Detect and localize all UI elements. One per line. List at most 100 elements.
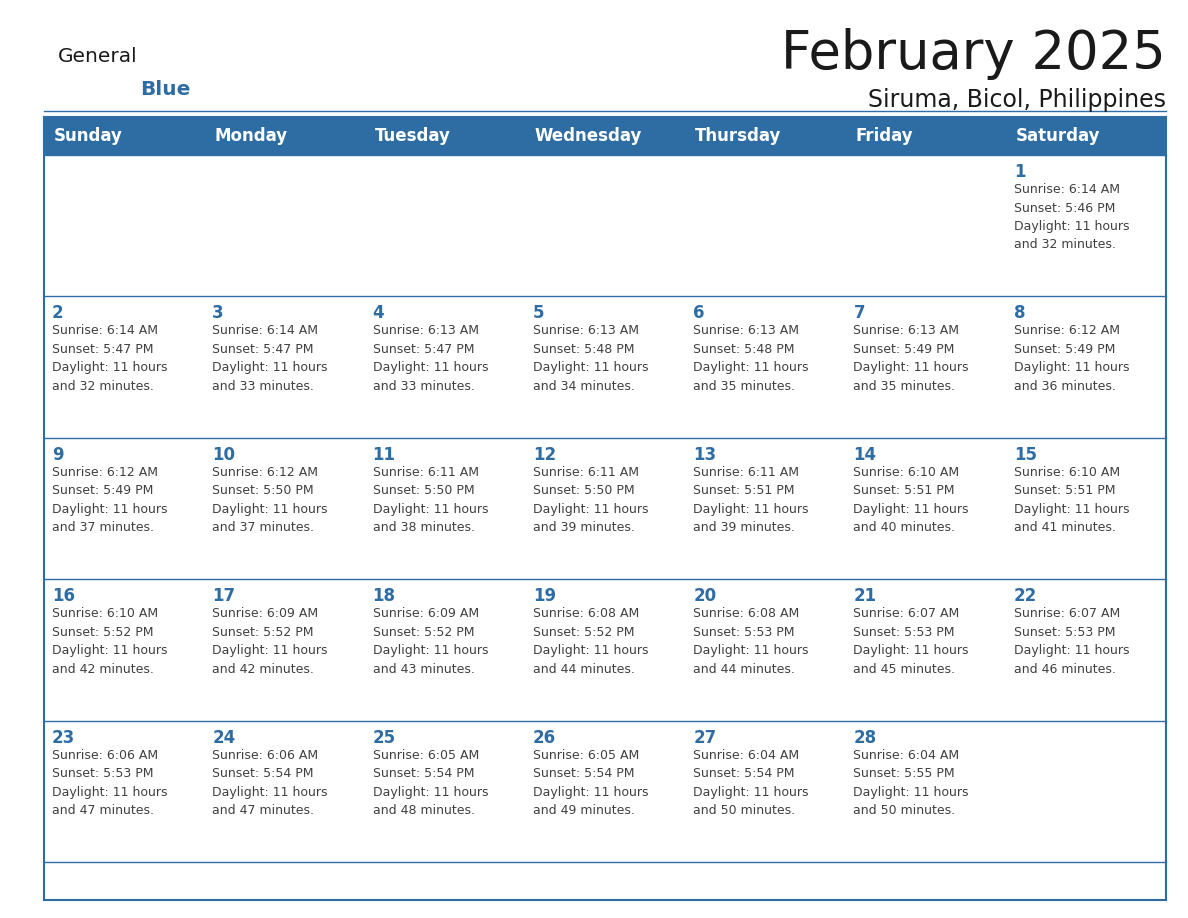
Text: 3: 3: [213, 305, 223, 322]
Bar: [525, 155, 685, 297]
Bar: [525, 579, 685, 721]
Bar: [846, 721, 1006, 862]
Text: 2: 2: [52, 305, 64, 322]
Text: Friday: Friday: [855, 127, 914, 145]
Bar: [204, 117, 365, 155]
Text: 23: 23: [52, 729, 75, 746]
Text: Sunrise: 6:14 AM
Sunset: 5:46 PM
Daylight: 11 hours
and 32 minutes.: Sunrise: 6:14 AM Sunset: 5:46 PM Dayligh…: [1013, 183, 1130, 252]
Text: Sunrise: 6:09 AM
Sunset: 5:52 PM
Daylight: 11 hours
and 43 minutes.: Sunrise: 6:09 AM Sunset: 5:52 PM Dayligh…: [373, 607, 488, 676]
Bar: [685, 438, 846, 579]
Bar: [1006, 297, 1165, 438]
Text: 5: 5: [533, 305, 544, 322]
Text: Sunrise: 6:13 AM
Sunset: 5:49 PM
Daylight: 11 hours
and 35 minutes.: Sunrise: 6:13 AM Sunset: 5:49 PM Dayligh…: [853, 324, 969, 393]
Text: 8: 8: [1013, 305, 1025, 322]
Text: 7: 7: [853, 305, 865, 322]
Bar: [1006, 721, 1165, 862]
Bar: [846, 155, 1006, 297]
Text: General: General: [58, 47, 138, 66]
Text: 18: 18: [373, 588, 396, 605]
Bar: [365, 297, 525, 438]
Text: 25: 25: [373, 729, 396, 746]
Text: Tuesday: Tuesday: [374, 127, 450, 145]
Text: Sunrise: 6:12 AM
Sunset: 5:50 PM
Daylight: 11 hours
and 37 minutes.: Sunrise: 6:12 AM Sunset: 5:50 PM Dayligh…: [213, 465, 328, 534]
Bar: [846, 438, 1006, 579]
Bar: [44, 579, 204, 721]
Bar: [1006, 579, 1165, 721]
Text: Sunrise: 6:04 AM
Sunset: 5:54 PM
Daylight: 11 hours
and 50 minutes.: Sunrise: 6:04 AM Sunset: 5:54 PM Dayligh…: [693, 748, 809, 817]
Bar: [204, 438, 365, 579]
Text: Sunrise: 6:05 AM
Sunset: 5:54 PM
Daylight: 11 hours
and 49 minutes.: Sunrise: 6:05 AM Sunset: 5:54 PM Dayligh…: [533, 748, 649, 817]
Bar: [685, 117, 846, 155]
Bar: [846, 579, 1006, 721]
Text: February 2025: February 2025: [782, 28, 1165, 80]
Bar: [44, 297, 204, 438]
Text: 14: 14: [853, 446, 877, 464]
Text: 15: 15: [1013, 446, 1037, 464]
Text: Sunrise: 6:09 AM
Sunset: 5:52 PM
Daylight: 11 hours
and 42 minutes.: Sunrise: 6:09 AM Sunset: 5:52 PM Dayligh…: [213, 607, 328, 676]
Bar: [365, 117, 525, 155]
Text: 24: 24: [213, 729, 235, 746]
Text: Sunrise: 6:11 AM
Sunset: 5:51 PM
Daylight: 11 hours
and 39 minutes.: Sunrise: 6:11 AM Sunset: 5:51 PM Dayligh…: [693, 465, 809, 534]
Text: 6: 6: [693, 305, 704, 322]
Text: Sunrise: 6:10 AM
Sunset: 5:52 PM
Daylight: 11 hours
and 42 minutes.: Sunrise: 6:10 AM Sunset: 5:52 PM Dayligh…: [52, 607, 168, 676]
Text: Sunrise: 6:07 AM
Sunset: 5:53 PM
Daylight: 11 hours
and 45 minutes.: Sunrise: 6:07 AM Sunset: 5:53 PM Dayligh…: [853, 607, 969, 676]
Text: 27: 27: [693, 729, 716, 746]
Bar: [365, 579, 525, 721]
Bar: [525, 297, 685, 438]
Bar: [525, 438, 685, 579]
Text: Sunrise: 6:13 AM
Sunset: 5:47 PM
Daylight: 11 hours
and 33 minutes.: Sunrise: 6:13 AM Sunset: 5:47 PM Dayligh…: [373, 324, 488, 393]
Text: Sunrise: 6:14 AM
Sunset: 5:47 PM
Daylight: 11 hours
and 32 minutes.: Sunrise: 6:14 AM Sunset: 5:47 PM Dayligh…: [52, 324, 168, 393]
Text: Wednesday: Wednesday: [535, 127, 643, 145]
Text: Monday: Monday: [214, 127, 287, 145]
Text: Blue: Blue: [140, 80, 190, 99]
Text: 17: 17: [213, 588, 235, 605]
Bar: [685, 155, 846, 297]
Text: Sunrise: 6:04 AM
Sunset: 5:55 PM
Daylight: 11 hours
and 50 minutes.: Sunrise: 6:04 AM Sunset: 5:55 PM Dayligh…: [853, 748, 969, 817]
Text: 4: 4: [373, 305, 384, 322]
Text: Sunrise: 6:10 AM
Sunset: 5:51 PM
Daylight: 11 hours
and 40 minutes.: Sunrise: 6:10 AM Sunset: 5:51 PM Dayligh…: [853, 465, 969, 534]
Text: 20: 20: [693, 588, 716, 605]
Text: Sunday: Sunday: [53, 127, 122, 145]
Bar: [685, 297, 846, 438]
Bar: [365, 155, 525, 297]
Text: Thursday: Thursday: [695, 127, 782, 145]
Text: Sunrise: 6:12 AM
Sunset: 5:49 PM
Daylight: 11 hours
and 36 minutes.: Sunrise: 6:12 AM Sunset: 5:49 PM Dayligh…: [1013, 324, 1130, 393]
Text: 22: 22: [1013, 588, 1037, 605]
Bar: [685, 579, 846, 721]
Bar: [204, 297, 365, 438]
Text: Sunrise: 6:13 AM
Sunset: 5:48 PM
Daylight: 11 hours
and 35 minutes.: Sunrise: 6:13 AM Sunset: 5:48 PM Dayligh…: [693, 324, 809, 393]
Bar: [525, 721, 685, 862]
Text: 16: 16: [52, 588, 75, 605]
Bar: [685, 721, 846, 862]
Bar: [1006, 155, 1165, 297]
Text: 1: 1: [1013, 163, 1025, 181]
Bar: [44, 117, 204, 155]
Text: Sunrise: 6:08 AM
Sunset: 5:52 PM
Daylight: 11 hours
and 44 minutes.: Sunrise: 6:08 AM Sunset: 5:52 PM Dayligh…: [533, 607, 649, 676]
Bar: [846, 117, 1006, 155]
Text: Sunrise: 6:08 AM
Sunset: 5:53 PM
Daylight: 11 hours
and 44 minutes.: Sunrise: 6:08 AM Sunset: 5:53 PM Dayligh…: [693, 607, 809, 676]
Text: 21: 21: [853, 588, 877, 605]
Bar: [365, 721, 525, 862]
Text: Sunrise: 6:13 AM
Sunset: 5:48 PM
Daylight: 11 hours
and 34 minutes.: Sunrise: 6:13 AM Sunset: 5:48 PM Dayligh…: [533, 324, 649, 393]
Text: Sunrise: 6:12 AM
Sunset: 5:49 PM
Daylight: 11 hours
and 37 minutes.: Sunrise: 6:12 AM Sunset: 5:49 PM Dayligh…: [52, 465, 168, 534]
Text: Sunrise: 6:11 AM
Sunset: 5:50 PM
Daylight: 11 hours
and 38 minutes.: Sunrise: 6:11 AM Sunset: 5:50 PM Dayligh…: [373, 465, 488, 534]
Text: 13: 13: [693, 446, 716, 464]
Bar: [204, 155, 365, 297]
Bar: [44, 438, 204, 579]
Text: Siruma, Bicol, Philippines: Siruma, Bicol, Philippines: [868, 88, 1165, 112]
Text: Sunrise: 6:05 AM
Sunset: 5:54 PM
Daylight: 11 hours
and 48 minutes.: Sunrise: 6:05 AM Sunset: 5:54 PM Dayligh…: [373, 748, 488, 817]
Text: 12: 12: [533, 446, 556, 464]
Bar: [1006, 438, 1165, 579]
Text: 28: 28: [853, 729, 877, 746]
Text: 10: 10: [213, 446, 235, 464]
Text: Sunrise: 6:14 AM
Sunset: 5:47 PM
Daylight: 11 hours
and 33 minutes.: Sunrise: 6:14 AM Sunset: 5:47 PM Dayligh…: [213, 324, 328, 393]
Text: 26: 26: [533, 729, 556, 746]
Bar: [44, 721, 204, 862]
Text: Saturday: Saturday: [1016, 127, 1100, 145]
Text: Sunrise: 6:06 AM
Sunset: 5:54 PM
Daylight: 11 hours
and 47 minutes.: Sunrise: 6:06 AM Sunset: 5:54 PM Dayligh…: [213, 748, 328, 817]
Bar: [846, 297, 1006, 438]
Bar: [1006, 117, 1165, 155]
Text: Sunrise: 6:10 AM
Sunset: 5:51 PM
Daylight: 11 hours
and 41 minutes.: Sunrise: 6:10 AM Sunset: 5:51 PM Dayligh…: [1013, 465, 1130, 534]
Text: Sunrise: 6:11 AM
Sunset: 5:50 PM
Daylight: 11 hours
and 39 minutes.: Sunrise: 6:11 AM Sunset: 5:50 PM Dayligh…: [533, 465, 649, 534]
Text: Sunrise: 6:07 AM
Sunset: 5:53 PM
Daylight: 11 hours
and 46 minutes.: Sunrise: 6:07 AM Sunset: 5:53 PM Dayligh…: [1013, 607, 1130, 676]
